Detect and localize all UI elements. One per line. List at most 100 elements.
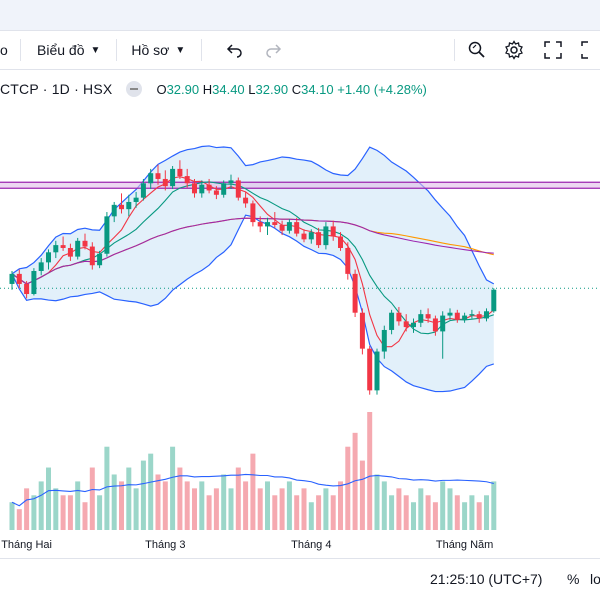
volume-bar bbox=[9, 502, 15, 530]
candle-body bbox=[82, 240, 88, 247]
close-value: 34.10 bbox=[301, 81, 334, 97]
chevron-down-icon: ▼ bbox=[90, 44, 101, 56]
volume-bar bbox=[403, 495, 409, 530]
candle-body bbox=[16, 273, 22, 284]
candle-body bbox=[374, 351, 380, 391]
volume-bar bbox=[199, 481, 205, 530]
candle-body bbox=[67, 247, 73, 257]
profile-menu-button[interactable]: Hồ sơ ▼ bbox=[131, 31, 185, 69]
candle-body bbox=[272, 222, 278, 225]
candle-body bbox=[469, 314, 475, 316]
volume-bar bbox=[301, 488, 307, 530]
open-value: 32.90 bbox=[166, 81, 200, 97]
candle-body bbox=[250, 203, 256, 223]
candle-body bbox=[345, 247, 351, 274]
toolbar-left-fragment-label: o bbox=[0, 42, 8, 58]
volume-bar bbox=[432, 502, 438, 530]
volume-bar bbox=[323, 488, 329, 530]
settings-button[interactable] bbox=[499, 31, 529, 69]
candle-body bbox=[97, 253, 103, 266]
chart-legend: CTCP · 1D · HSX O32.90 H34.40 L32.90 C34… bbox=[0, 77, 427, 101]
status-bar: 21:25:10 (UTC+7) % lo bbox=[0, 558, 600, 601]
candle-body bbox=[484, 311, 489, 319]
low-value: 32.90 bbox=[255, 81, 289, 97]
candle-body bbox=[447, 312, 453, 316]
volume-bar bbox=[104, 446, 110, 530]
volume-bar bbox=[272, 495, 278, 530]
candle-body bbox=[221, 183, 227, 195]
volume-bar bbox=[308, 502, 314, 530]
candle-body bbox=[411, 322, 416, 328]
candle-body bbox=[111, 204, 117, 217]
volume-bar bbox=[389, 495, 395, 530]
candle-body bbox=[316, 232, 322, 246]
candle-body bbox=[367, 348, 373, 391]
undo-button[interactable] bbox=[220, 31, 250, 69]
chart-menu-label: Biểu đồ bbox=[37, 42, 85, 58]
volume-bar bbox=[411, 502, 416, 530]
log-scale-toggle[interactable]: lo bbox=[590, 571, 600, 587]
candle-body bbox=[148, 173, 154, 184]
fullscreen-button[interactable] bbox=[538, 31, 568, 69]
volume-bar bbox=[140, 460, 146, 530]
volume-bar bbox=[418, 488, 424, 530]
volume-bar bbox=[53, 488, 59, 530]
candle-body bbox=[177, 168, 183, 177]
candle-body bbox=[213, 190, 219, 195]
volume-bar bbox=[111, 474, 117, 530]
bollinger-band-fill bbox=[12, 145, 494, 392]
candle-body bbox=[89, 246, 95, 266]
volume-bar bbox=[338, 481, 343, 530]
candle-body bbox=[257, 222, 263, 227]
redo-button[interactable] bbox=[258, 31, 288, 69]
volume-bar bbox=[213, 488, 219, 530]
volume-bar bbox=[352, 432, 358, 530]
quick-search-button[interactable] bbox=[462, 31, 492, 69]
candle-body bbox=[491, 289, 497, 312]
camera-icon bbox=[581, 41, 588, 59]
volume-bar bbox=[155, 474, 161, 530]
volume-bar bbox=[367, 412, 373, 530]
toolbar-divider bbox=[201, 39, 203, 61]
candle-body bbox=[155, 173, 161, 179]
candle-body bbox=[133, 197, 139, 202]
chart-toolbar: o Biểu đồ ▼ Hồ sơ ▼ bbox=[0, 31, 600, 70]
clock-time[interactable]: 21:25:10 (UTC+7) bbox=[430, 571, 543, 587]
volume-bar bbox=[162, 481, 168, 530]
volume-bar bbox=[177, 467, 183, 530]
snapshot-button[interactable] bbox=[580, 31, 600, 69]
time-axis-tick-label: Tháng 4 bbox=[291, 539, 332, 551]
candle-body bbox=[294, 222, 300, 234]
candle-body bbox=[60, 245, 66, 248]
collapse-legend-button[interactable] bbox=[126, 81, 143, 97]
time-axis[interactable]: Tháng Hai Tháng 3 Tháng 4 Tháng Năm bbox=[0, 536, 600, 556]
candle-body bbox=[24, 283, 30, 295]
volume-bar bbox=[46, 467, 51, 530]
candle-body bbox=[9, 273, 15, 284]
candle-body bbox=[206, 184, 212, 191]
percent-scale-toggle[interactable]: % bbox=[567, 571, 580, 587]
candle-body bbox=[170, 168, 176, 187]
candle-body bbox=[228, 180, 234, 184]
price-chart[interactable] bbox=[0, 102, 600, 532]
candle-body bbox=[425, 314, 431, 319]
high-label: H bbox=[202, 81, 213, 97]
candle-body bbox=[440, 315, 446, 332]
candle-body bbox=[301, 233, 307, 240]
volume-bar bbox=[67, 495, 73, 530]
volume-bar bbox=[60, 495, 66, 530]
candle-body bbox=[396, 312, 402, 322]
volume-bar bbox=[228, 488, 234, 530]
candle-body bbox=[432, 318, 438, 332]
volume-bar bbox=[38, 481, 44, 530]
candle-body bbox=[381, 329, 387, 352]
toolbar-left-fragment[interactable]: o bbox=[0, 31, 14, 69]
volume-bar bbox=[462, 502, 468, 530]
chart-menu-button[interactable]: Biểu đồ ▼ bbox=[37, 31, 100, 69]
toolbar-divider bbox=[454, 39, 455, 61]
symbol-title[interactable]: CTCP · 1D · HSX bbox=[0, 81, 113, 97]
time-axis-tick-label: Tháng Năm bbox=[435, 539, 494, 551]
volume-bar bbox=[381, 481, 387, 530]
gear-icon bbox=[505, 40, 523, 60]
volume-bar bbox=[31, 495, 37, 530]
